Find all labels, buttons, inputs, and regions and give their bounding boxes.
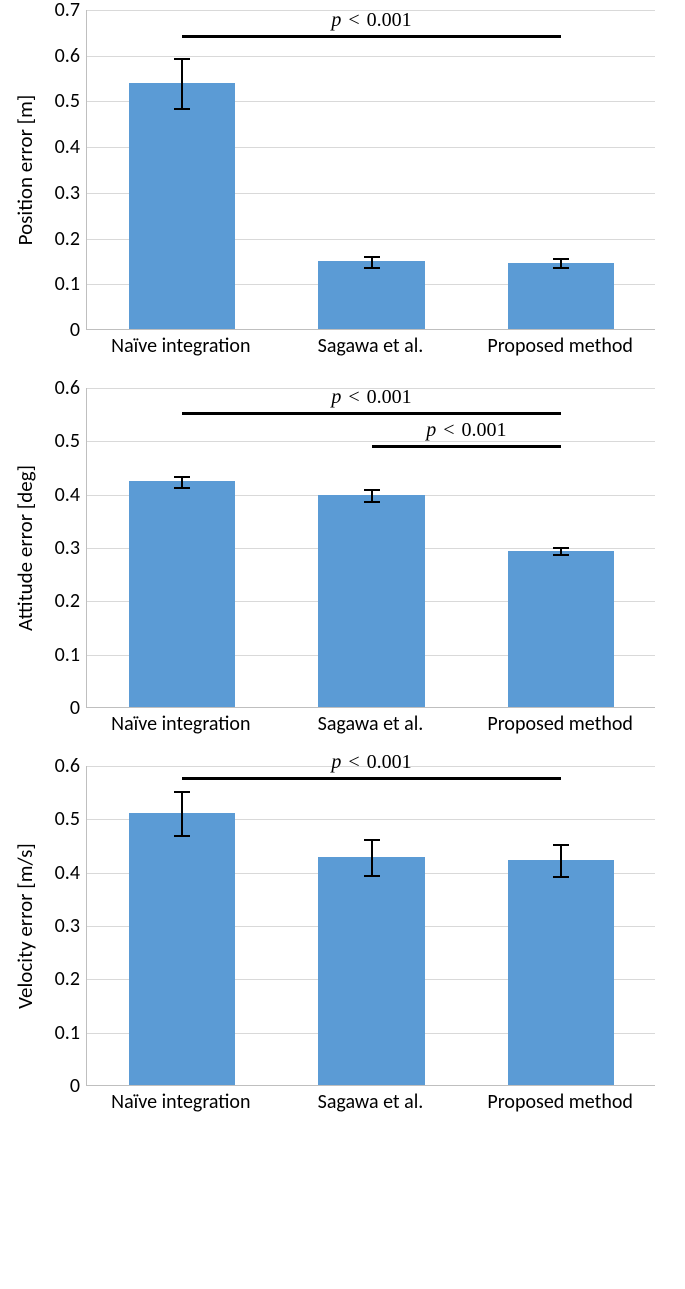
bar [318, 857, 424, 1085]
bar [318, 261, 424, 329]
x-tick-label: Proposed method [487, 334, 632, 358]
y-tick-label: 0.3 [55, 181, 80, 205]
plot-area: p < 0.001 [86, 766, 655, 1086]
significance-bracket [372, 445, 562, 448]
y-tick-label: 0.7 [55, 0, 80, 22]
significance-bracket [182, 412, 561, 415]
y-tick-label: 0.6 [55, 754, 80, 778]
chart-attitude: Attitude error [deg]00.10.20.30.40.50.6p… [10, 388, 655, 738]
y-tick-label: 0.2 [55, 967, 80, 991]
y-tick-label: 0.4 [55, 861, 80, 885]
x-tick-label: Proposed method [487, 712, 632, 736]
plot-area: p < 0.001 p < 0.001 [86, 388, 655, 708]
bar [508, 860, 614, 1085]
bar [129, 813, 235, 1085]
x-tick-label: Naïve integration [111, 1090, 250, 1114]
gridline [87, 441, 655, 442]
significance-label: p < 0.001 [426, 419, 506, 442]
significance-label: p < 0.001 [331, 386, 411, 409]
y-tick-label: 0 [70, 1074, 80, 1098]
y-tick-label: 0.6 [55, 44, 80, 68]
plot-area: p < 0.001 [86, 10, 655, 330]
bar [508, 551, 614, 707]
x-tick-label: Naïve integration [111, 334, 250, 358]
y-tick-label: 0.1 [55, 272, 80, 296]
y-tick-label: 0 [70, 318, 80, 342]
y-tick-label: 0.1 [55, 1021, 80, 1045]
y-axis-label: Velocity error [m/s] [12, 843, 38, 1009]
y-axis-label: Attitude error [deg] [12, 465, 38, 631]
significance-bracket [182, 777, 561, 780]
y-tick-label: 0.2 [55, 227, 80, 251]
y-tick-label: 0.3 [55, 914, 80, 938]
x-tick-label: Sagawa et al. [318, 1090, 424, 1114]
y-tick-label: 0.5 [55, 89, 80, 113]
y-tick-label: 0 [70, 696, 80, 720]
x-tick-label: Sagawa et al. [318, 334, 424, 358]
y-tick-label: 0.3 [55, 536, 80, 560]
chart-velocity: Velocity error [m/s]00.10.20.30.40.50.6p… [10, 766, 655, 1116]
significance-bracket [182, 35, 561, 38]
significance-label: p < 0.001 [331, 9, 411, 32]
y-tick-label: 0.5 [55, 429, 80, 453]
chart-position: Position error [m]00.10.20.30.40.50.60.7… [10, 10, 655, 360]
y-axis-label: Position error [m] [12, 95, 38, 246]
y-tick-label: 0.4 [55, 135, 80, 159]
gridline [87, 56, 655, 57]
y-tick-label: 0.6 [55, 376, 80, 400]
significance-label: p < 0.001 [331, 751, 411, 774]
x-tick-label: Proposed method [487, 1090, 632, 1114]
bar [318, 495, 424, 707]
bar [508, 263, 614, 329]
y-tick-label: 0.1 [55, 643, 80, 667]
y-tick-label: 0.4 [55, 483, 80, 507]
bar [129, 83, 235, 329]
x-tick-label: Naïve integration [111, 712, 250, 736]
y-tick-label: 0.5 [55, 807, 80, 831]
bar [129, 481, 235, 707]
y-tick-label: 0.2 [55, 589, 80, 613]
x-tick-label: Sagawa et al. [318, 712, 424, 736]
